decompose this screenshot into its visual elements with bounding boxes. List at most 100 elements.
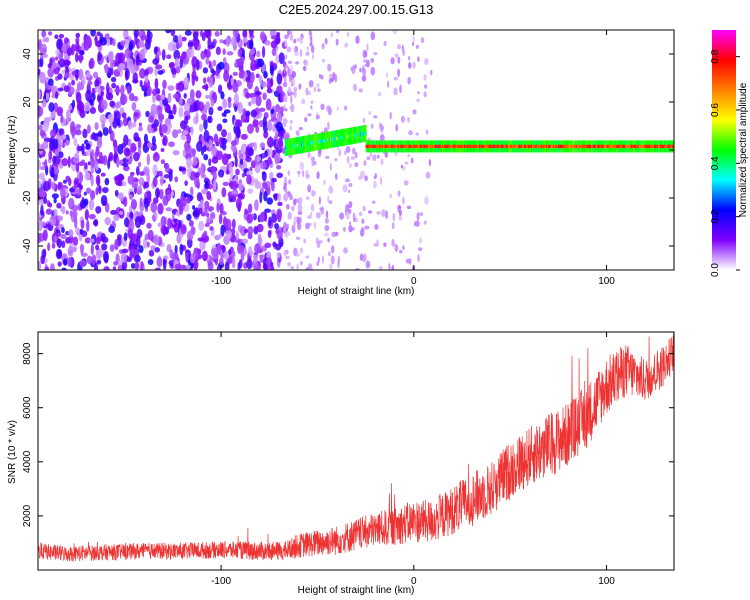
noise-cell <box>260 160 267 170</box>
noise-cell <box>204 180 209 189</box>
noise-cell <box>258 254 265 259</box>
band-core-cell <box>315 140 319 144</box>
band-core-cell <box>646 144 649 149</box>
noise-cell <box>227 96 232 103</box>
faint-cell <box>402 49 406 56</box>
noise-cell <box>180 224 187 235</box>
band-core-cell <box>351 133 354 138</box>
faint-cell <box>397 190 401 197</box>
colorbar-tick-label: 0.2 <box>710 209 721 223</box>
noise-cell <box>99 113 107 124</box>
faint-cell <box>317 88 321 92</box>
snr-x-tick-label: 100 <box>598 576 615 587</box>
band-core-cell <box>446 144 449 149</box>
noise-cell <box>143 91 147 98</box>
band-core-cell <box>663 144 667 149</box>
faint-cell <box>373 180 377 189</box>
noise-cell <box>186 133 192 144</box>
faint-cell <box>327 63 332 72</box>
faint-cell <box>364 63 367 68</box>
noise-cell <box>242 30 248 38</box>
noise-cell <box>118 210 124 215</box>
noise-cell <box>256 223 264 233</box>
noise-cell <box>38 159 42 170</box>
faint-cell <box>308 30 312 36</box>
faint-cell <box>362 67 366 76</box>
noise-cell <box>73 177 80 189</box>
noise-cell <box>115 52 122 63</box>
faint-cell <box>290 64 293 73</box>
band-core-cell <box>548 144 551 149</box>
faint-cell <box>345 146 351 154</box>
noise-cell <box>113 214 120 222</box>
band-core-cell <box>633 144 637 149</box>
band-core-cell <box>379 144 382 149</box>
faint-cell <box>345 178 350 183</box>
noise-cell <box>172 44 177 52</box>
band-core-cell <box>306 142 309 146</box>
noise-cell <box>191 73 196 86</box>
noise-cell <box>60 234 67 240</box>
band-core-cell <box>492 144 496 149</box>
noise-cell <box>210 165 217 172</box>
band-core-cell <box>512 144 515 149</box>
faint-cell <box>380 158 384 166</box>
band-core-cell <box>367 144 371 149</box>
band-core-cell <box>522 144 526 149</box>
noise-cell <box>183 93 187 99</box>
noise-cell <box>103 266 110 270</box>
band-core-cell <box>511 144 514 149</box>
band-core-cell <box>377 144 380 149</box>
noise-cell <box>61 227 65 234</box>
snr-y-axis-label: SNR (10 * v/v) <box>7 420 18 484</box>
band-core-cell <box>622 144 625 149</box>
colorbar-tick-label: 0.0 <box>710 263 721 277</box>
noise-cell <box>241 238 249 244</box>
noise-cell <box>71 79 76 86</box>
faint-cell <box>336 30 340 34</box>
band-core-cell <box>470 144 474 149</box>
noise-cell <box>276 121 283 133</box>
noise-cell <box>238 182 244 192</box>
band-core-cell <box>565 144 568 149</box>
band-core-cell <box>547 144 550 149</box>
faint-cell <box>299 161 305 171</box>
noise-cell <box>185 251 190 263</box>
noise-cell <box>165 30 171 34</box>
band-core-cell <box>298 143 301 147</box>
noise-cell <box>112 266 117 270</box>
band-core-cell <box>489 144 492 149</box>
band-core-cell <box>435 144 438 149</box>
band-core-cell <box>455 144 459 149</box>
noise-cell <box>243 228 249 234</box>
noise-cell <box>178 106 184 118</box>
noise-cell <box>233 93 239 105</box>
noise-cell <box>207 115 212 123</box>
noise-cell <box>165 207 173 212</box>
noise-cell <box>68 104 73 111</box>
noise-cell <box>220 224 225 236</box>
noise-cell <box>172 34 179 43</box>
faint-cell <box>289 119 293 124</box>
noise-cell <box>250 71 255 83</box>
noise-cell <box>152 93 156 103</box>
faint-cell <box>305 51 310 56</box>
noise-cell <box>245 110 251 117</box>
noise-cell <box>264 208 272 213</box>
noise-cell <box>54 34 59 40</box>
noise-cell <box>214 234 221 241</box>
noise-cell <box>183 102 191 112</box>
noise-cell <box>246 170 254 177</box>
noise-cell <box>268 135 272 148</box>
noise-cell <box>65 109 71 121</box>
noise-cell <box>39 56 44 68</box>
noise-cell <box>239 244 245 253</box>
noise-cell <box>223 251 230 260</box>
faint-cell <box>407 76 411 85</box>
band-core-cell <box>563 144 566 149</box>
noise-cell <box>49 263 55 270</box>
noise-cell <box>95 236 101 245</box>
noise-cell <box>227 100 232 109</box>
band-core-cell <box>409 144 412 149</box>
noise-cell <box>61 41 69 54</box>
